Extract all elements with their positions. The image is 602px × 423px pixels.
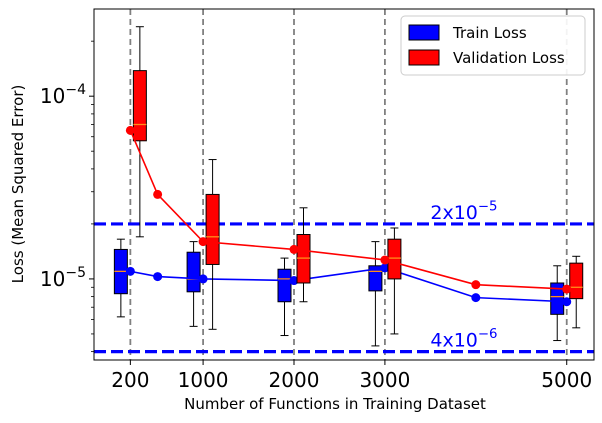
plot-area-border [93, 8, 595, 361]
train-loss-box [277, 268, 292, 303]
y-tick-label: 10−4 [40, 82, 86, 108]
validation-loss-box [569, 262, 584, 300]
x-tick-label: 5000 [541, 368, 592, 392]
legend-swatch [408, 49, 440, 66]
axis-ticks: 200 1000 2000 3000 5000 10−5 10−4 [40, 40, 592, 392]
y-tick-label: 10−5 [40, 265, 86, 291]
legend: Train Loss Validation Loss [400, 15, 586, 76]
y-axis-label: Loss (Mean Squared Error) [9, 85, 27, 284]
validation-loss-point [562, 284, 572, 294]
threshold-label-1: 4x10−6 [430, 327, 497, 352]
x-tick-label: 2000 [269, 368, 320, 392]
validation-loss-box [296, 234, 311, 284]
train-loss-point [380, 263, 390, 273]
plot-frame [93, 8, 595, 361]
x-tick-label: 3000 [359, 368, 410, 392]
train-loss-point [153, 272, 163, 282]
x-tick-label: 1000 [178, 368, 229, 392]
train-loss-point [289, 276, 299, 286]
validation-loss-point [380, 255, 390, 265]
validation-loss-box [132, 70, 147, 142]
validation-loss-point [198, 237, 208, 247]
validation-loss-point [153, 189, 163, 199]
x-tick-label: 200 [111, 368, 149, 392]
legend-box [400, 15, 586, 76]
train-loss-series [113, 238, 572, 347]
train-loss-point [125, 266, 135, 276]
threshold-labels: 2x10−5 4x10−6 [430, 199, 497, 351]
train-loss-point [562, 297, 572, 307]
validation-loss-point [289, 244, 299, 254]
train-loss-point [198, 274, 208, 284]
train-loss-box [368, 265, 383, 292]
validation-loss-point [471, 280, 481, 290]
validation-loss-box [205, 193, 220, 265]
legend-swatch [408, 24, 440, 41]
validation-loss-series [125, 26, 584, 335]
validation-loss-box [387, 238, 402, 280]
legend-label: Train Loss [452, 24, 527, 42]
train-loss-point [471, 293, 481, 303]
train-loss-box [186, 251, 201, 293]
legend-label: Validation Loss [453, 49, 565, 67]
x-axis-label: Number of Functions in Training Dataset [184, 395, 486, 413]
horizontal-threshold-lines [94, 222, 594, 354]
threshold-label-0: 2x10−5 [430, 199, 497, 224]
validation-loss-point [125, 125, 135, 135]
